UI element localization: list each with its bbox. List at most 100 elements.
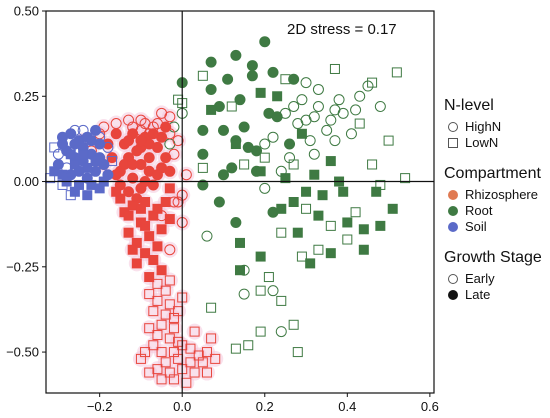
data-point xyxy=(160,285,171,296)
data-point xyxy=(246,60,258,72)
data-point xyxy=(148,340,159,351)
legend: N-level HighN LowN Compartment Rhizosphe… xyxy=(444,96,550,316)
x-tick-label: 0.4 xyxy=(338,399,356,414)
data-point xyxy=(197,357,208,368)
halo-mark xyxy=(120,112,137,129)
legend-item-soil: Soil xyxy=(444,219,550,235)
data-point xyxy=(144,231,155,242)
circle-filled-icon xyxy=(448,290,458,300)
data-point xyxy=(189,326,200,337)
legend-growth-stage: Growth Stage Early Late xyxy=(444,248,550,303)
data-point xyxy=(148,254,159,265)
data-point xyxy=(217,124,229,136)
data-point xyxy=(151,118,163,130)
legend-title-nlevel: N-level xyxy=(444,97,494,114)
halo-mark xyxy=(161,241,178,258)
data-point xyxy=(312,83,324,95)
halo-mark xyxy=(153,105,170,122)
data-point xyxy=(77,124,89,136)
data-point xyxy=(127,244,138,255)
legend-compartment: Compartment Rhizosphere Root Soil xyxy=(444,164,550,235)
data-point xyxy=(391,67,402,78)
data-point xyxy=(276,227,287,238)
data-point xyxy=(230,343,241,354)
data-point xyxy=(230,139,241,150)
data-point xyxy=(123,186,135,198)
data-point xyxy=(292,347,303,358)
y-tick-label: −0.50 xyxy=(6,345,39,360)
data-point xyxy=(156,319,167,330)
data-point xyxy=(206,302,217,313)
data-point xyxy=(276,203,287,214)
data-point xyxy=(123,227,134,238)
data-point xyxy=(259,182,271,194)
data-point xyxy=(296,94,308,106)
data-point xyxy=(152,203,163,214)
legend-item-rhizosphere: Rhizosphere xyxy=(444,187,550,203)
data-point xyxy=(94,131,106,143)
data-point xyxy=(251,145,263,157)
data-point xyxy=(164,275,175,286)
data-point xyxy=(354,118,365,129)
legend-item-root: Root xyxy=(444,203,550,219)
halo-mark xyxy=(178,166,195,183)
data-point xyxy=(107,156,118,167)
axis-layer: −0.2 0.0 0.2 0.4 0.6 0.50 0.25 0.00 −0.25 −0.50 xyxy=(6,4,439,415)
data-point xyxy=(127,158,139,170)
data-point xyxy=(140,248,151,259)
data-point xyxy=(267,66,279,78)
legend-title-compartment: Compartment xyxy=(444,165,541,182)
data-point xyxy=(185,343,196,354)
data-point xyxy=(111,186,122,197)
data-point xyxy=(325,156,336,167)
data-point xyxy=(288,319,299,330)
y-tick-label: −0.25 xyxy=(6,259,39,274)
data-point xyxy=(230,49,242,61)
data-point xyxy=(82,162,93,173)
data-point xyxy=(387,203,398,214)
circle-open-icon xyxy=(448,122,458,132)
data-point xyxy=(342,217,353,228)
halo-mark xyxy=(170,132,187,149)
data-point xyxy=(272,91,283,102)
data-point xyxy=(168,196,180,208)
data-point xyxy=(168,148,180,160)
data-point xyxy=(57,169,68,180)
data-point xyxy=(350,207,361,218)
data-point xyxy=(367,77,378,88)
data-point xyxy=(156,374,167,385)
data-point xyxy=(308,148,320,160)
legend-label-rhizosphere: Rhizosphere xyxy=(465,187,538,202)
data-point xyxy=(164,299,175,310)
circle-open-icon xyxy=(448,274,458,284)
data-point xyxy=(127,200,138,211)
halo-mark xyxy=(141,320,158,337)
data-point xyxy=(69,124,81,136)
stress-annotation: 2D stress = 0.17 xyxy=(287,21,397,38)
y-tick-label: 0.50 xyxy=(14,4,39,19)
data-point xyxy=(333,94,345,106)
legend-label-root: Root xyxy=(465,203,493,218)
data-point xyxy=(144,289,155,300)
data-point xyxy=(313,210,324,221)
legend-label-highn: HighN xyxy=(465,119,502,134)
data-point xyxy=(222,73,234,85)
data-point xyxy=(263,272,274,283)
square-open-icon xyxy=(448,138,458,148)
data-point xyxy=(61,162,73,174)
data-point xyxy=(189,367,200,378)
data-point xyxy=(325,220,336,231)
data-point xyxy=(148,306,159,317)
halo-mark xyxy=(203,330,220,347)
data-point xyxy=(143,152,155,164)
data-point xyxy=(309,169,320,180)
halo-mark xyxy=(108,115,125,132)
data-point xyxy=(135,135,147,147)
data-point xyxy=(312,101,324,112)
data-point xyxy=(164,165,176,177)
data-point xyxy=(152,364,163,375)
data-point xyxy=(325,114,337,126)
data-point xyxy=(313,244,324,255)
data-point xyxy=(350,104,362,116)
data-point xyxy=(201,230,213,242)
